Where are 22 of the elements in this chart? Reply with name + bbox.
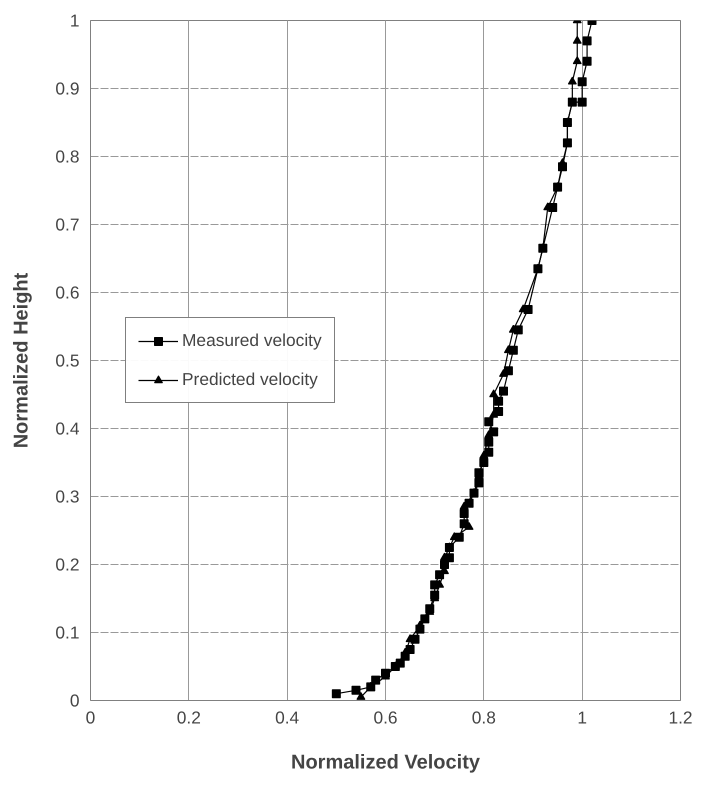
x-tick-label: 1.2 <box>668 708 693 728</box>
x-tick-label: 0.4 <box>275 708 300 728</box>
y-tick-label: 0.8 <box>55 146 80 166</box>
y-tick-label: 0.4 <box>55 418 80 438</box>
y-tick-label: 1 <box>70 10 80 30</box>
x-tick-label: 0 <box>86 708 96 728</box>
x-tick-label: 0.2 <box>176 708 201 728</box>
y-tick-label: 0.2 <box>55 554 80 574</box>
y-tick-label: 0 <box>70 690 80 710</box>
x-axis-title: Normalized Velocity <box>291 752 481 774</box>
y-tick-label: 0.1 <box>55 622 80 642</box>
y-tick-label: 0.6 <box>55 282 80 302</box>
legend-label: Measured velocity <box>182 330 322 351</box>
x-tick-label: 1 <box>577 708 587 728</box>
y-tick-label: 0.9 <box>55 78 80 98</box>
legend-label: Predicted velocity <box>182 369 318 390</box>
y-tick-label: 0.7 <box>55 214 80 234</box>
y-tick-label: 0.3 <box>55 486 80 506</box>
x-tick-label: 0.8 <box>472 708 496 728</box>
x-tick-label: 0.6 <box>373 708 398 728</box>
y-tick-label: 0.5 <box>55 350 80 370</box>
y-axis-title: Normalized Height <box>10 272 32 448</box>
